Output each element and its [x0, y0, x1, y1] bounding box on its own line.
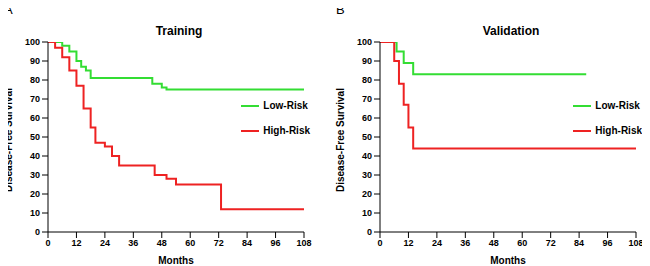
svg-text:96: 96: [271, 238, 281, 248]
svg-text:0: 0: [377, 238, 382, 248]
svg-text:10: 10: [30, 208, 40, 218]
svg-text:90: 90: [362, 56, 372, 66]
svg-text:60: 60: [362, 113, 372, 123]
svg-text:72: 72: [546, 238, 556, 248]
svg-text:60: 60: [517, 238, 527, 248]
svg-text:80: 80: [362, 75, 372, 85]
svg-text:30: 30: [362, 170, 372, 180]
svg-text:Months: Months: [158, 255, 194, 266]
svg-text:60: 60: [185, 238, 195, 248]
svg-text:100: 100: [25, 37, 40, 47]
html-text:A: A: [4, 2, 13, 17]
svg-text:Months: Months: [490, 255, 526, 266]
html-text:Validation: Validation: [482, 24, 540, 38]
svg-text:50: 50: [362, 132, 372, 142]
svg-text:12: 12: [403, 238, 413, 248]
svg-text:50: 50: [30, 132, 40, 142]
svg-text:Disease-Free Survival: Disease-Free Survival: [335, 88, 346, 192]
svg-text:40: 40: [362, 151, 372, 161]
svg-text:108: 108: [296, 238, 311, 248]
svg-text:24: 24: [100, 238, 110, 248]
html-text:Training: Training: [155, 24, 203, 38]
svg-text:108: 108: [628, 238, 642, 248]
svg-text:0: 0: [35, 227, 40, 237]
svg-text:70: 70: [362, 94, 372, 104]
html-text:Low-Risk: Low-Risk: [595, 100, 640, 111]
svg-text:60: 60: [30, 113, 40, 123]
svg-text:10: 10: [362, 208, 372, 218]
html-text:High-Risk: High-Risk: [263, 125, 310, 136]
svg-text:100: 100: [357, 37, 372, 47]
svg-text:70: 70: [30, 94, 40, 104]
svg-text:20: 20: [362, 189, 372, 199]
svg-text:48: 48: [489, 238, 499, 248]
html-text:High-Risk: High-Risk: [595, 125, 642, 136]
html-text:B: B: [336, 2, 345, 17]
html-text:Low-Risk: Low-Risk: [263, 100, 308, 111]
svg-text:36: 36: [460, 238, 470, 248]
svg-text:90: 90: [30, 56, 40, 66]
svg-text:36: 36: [128, 238, 138, 248]
svg-text:48: 48: [157, 238, 167, 248]
svg-text:84: 84: [574, 238, 584, 248]
svg-text:0: 0: [45, 238, 50, 248]
svg-text:24: 24: [432, 238, 442, 248]
svg-text:96: 96: [603, 238, 613, 248]
svg-text:20: 20: [30, 189, 40, 199]
svg-text:0: 0: [367, 227, 372, 237]
svg-text:72: 72: [214, 238, 224, 248]
svg-text:84: 84: [242, 238, 252, 248]
svg-text:Disease-Free Survival: Disease-Free Survival: [8, 88, 14, 192]
svg-text:80: 80: [30, 75, 40, 85]
svg-text:30: 30: [30, 170, 40, 180]
svg-text:12: 12: [71, 238, 81, 248]
svg-text:40: 40: [30, 151, 40, 161]
